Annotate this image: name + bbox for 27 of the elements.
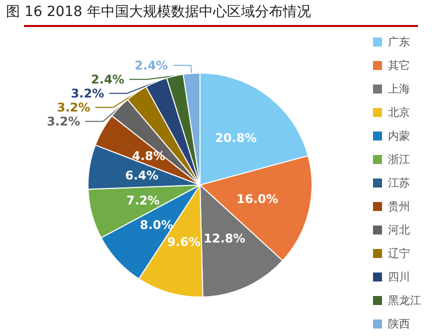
legend-label: 贵州	[388, 200, 410, 213]
data-label: 20.8%	[215, 131, 257, 146]
legend-label: 黑龙江	[388, 294, 421, 307]
legend-label: 辽宁	[388, 247, 410, 260]
chart-title: 图 16 2018 年中国大规模数据中心区域分布情况	[6, 3, 311, 21]
data-label: 9.6%	[167, 234, 201, 249]
legend-label: 内蒙	[388, 130, 410, 142]
data-label: 2.4%	[91, 72, 124, 86]
data-label: 16.0%	[236, 192, 278, 206]
data-label: 6.4%	[125, 168, 158, 182]
data-label: 3.2%	[56, 100, 90, 114]
data-label: 3.2%	[70, 86, 104, 100]
legend-label: 河北	[388, 224, 410, 236]
data-label: 8.0%	[140, 218, 174, 232]
legend-label: 广东	[388, 36, 410, 48]
data-label: 7.2%	[126, 193, 160, 208]
data-label: 12.8%	[204, 232, 246, 246]
legend-label: 江苏	[388, 176, 410, 190]
data-label: 3.2%	[46, 114, 80, 128]
data-label: 2.4%	[134, 58, 168, 72]
legend-label: 陕西	[388, 318, 410, 330]
legend-label: 其它	[388, 59, 410, 72]
legend-label: 四川	[388, 270, 410, 284]
data-label: 4.8%	[132, 148, 166, 163]
legend-label: 北京	[388, 106, 410, 119]
legend-label: 上海	[388, 82, 410, 96]
legend-label: 浙江	[388, 153, 410, 166]
